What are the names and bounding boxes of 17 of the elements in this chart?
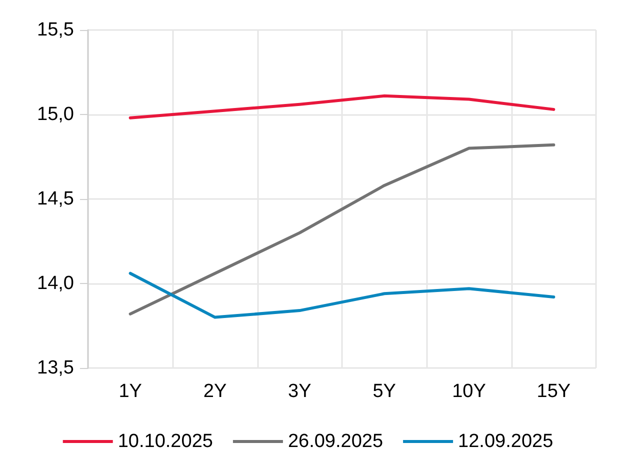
x-tick-label: 2Y (203, 381, 227, 402)
y-tick-label: 15,5 (37, 20, 74, 40)
y-tick-label: 15,0 (37, 104, 74, 125)
x-tick-label: 15Y (536, 381, 571, 402)
x-tick-label: 10Y (452, 381, 486, 402)
legend-label: 12.09.2025 (458, 431, 554, 452)
y-tick-label: 14,5 (37, 188, 74, 210)
line-series (128, 143, 556, 316)
line-series (128, 272, 556, 319)
x-tick-label: 3Y (288, 381, 312, 402)
legend-label: 26.09.2025 (288, 431, 384, 452)
legend-label: 10.10.2025 (118, 431, 213, 452)
y-tick-label: 13,5 (37, 358, 74, 378)
x-tick-label: 1Y (118, 381, 142, 402)
y-tick-label: 14,0 (37, 273, 74, 294)
line-series (128, 94, 556, 120)
x-tick-label: 5Y (372, 381, 396, 402)
